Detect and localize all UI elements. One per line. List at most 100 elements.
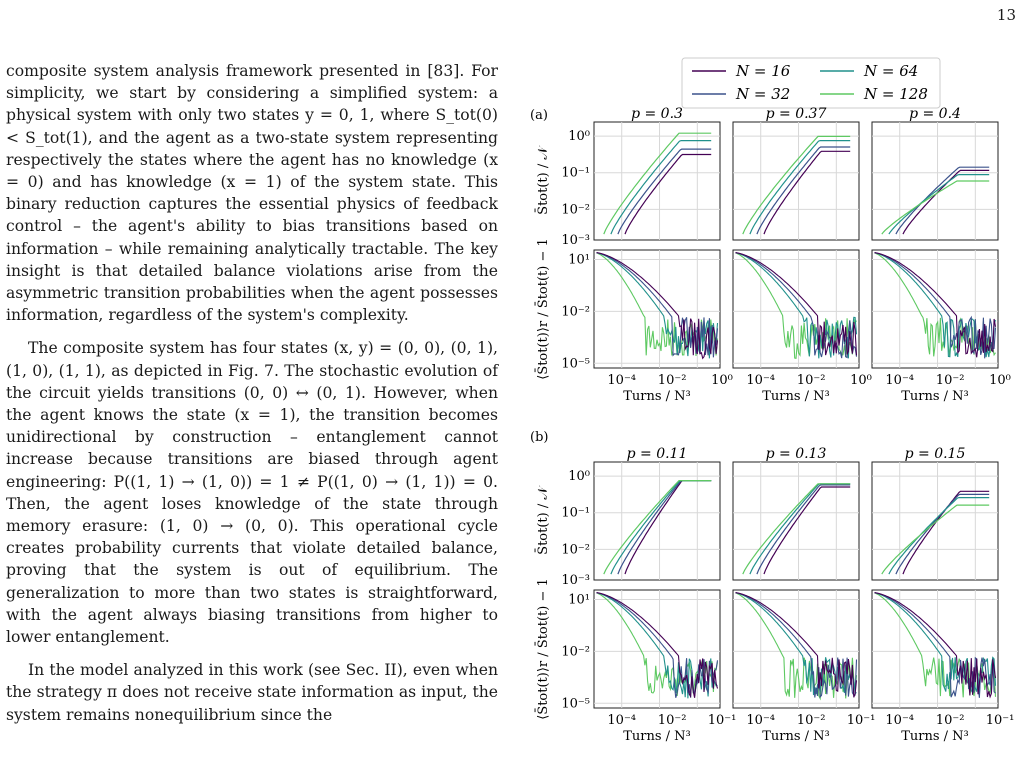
y-axis-label-bottom: ⟨S̄tot(t)⟩r / S̄tot(t) − 1: [535, 578, 551, 720]
y-tick-label-top: 10⁻²: [561, 542, 590, 557]
series-line-bottom: [874, 592, 997, 698]
series-line-bottom: [874, 592, 997, 695]
series-line-top: [888, 174, 990, 235]
series-line-bottom: [596, 252, 719, 358]
series-line-bottom: [735, 252, 858, 359]
y-tick-label-bottom: 10⁻⁵: [561, 696, 590, 711]
series-line-top: [742, 483, 851, 575]
series-line-top: [888, 497, 990, 575]
figure-svg: N = 16 N = 32 N = 64 N = 128 (a) (b) p =…: [530, 57, 1015, 744]
series-line-top: [881, 504, 990, 575]
x-tick-label: 10⁻²: [936, 713, 965, 728]
subplot-title: p = 0.15: [905, 446, 966, 462]
series-line-top: [742, 135, 851, 235]
x-axis-label: Turns / N³: [901, 729, 969, 744]
series-line-bottom: [735, 592, 858, 698]
series-line-top: [624, 153, 712, 235]
y-tick-label-bottom: 10⁻²: [561, 304, 590, 319]
subplot-bottom-frame: [732, 249, 860, 369]
x-tick-label: 10⁻²: [658, 373, 687, 388]
subplot-top-frame: [593, 461, 721, 581]
series-line-top: [895, 166, 990, 235]
series-line-top: [902, 490, 990, 575]
series-line-bottom: [874, 252, 997, 358]
subplot-bottom-frame: [871, 249, 999, 369]
subplot-top-frame: [593, 121, 721, 241]
series-line-top: [610, 480, 712, 575]
y-tick-label-top: 10⁻¹: [561, 506, 590, 521]
legend-label-n128: N = 128: [863, 85, 928, 103]
series-line-bottom: [874, 592, 997, 699]
y-axis-label-top: S̄tot(t) / 𝒩: [535, 145, 551, 215]
panel-a-label: (a): [530, 108, 548, 123]
series-line-top: [763, 486, 851, 575]
series-line-bottom: [596, 592, 719, 698]
text-column: composite system analysis framework pres…: [6, 60, 498, 726]
y-tick-label-top: 10⁻¹: [561, 166, 590, 181]
figure-7: N = 16 N = 32 N = 64 N = 128 (a) (b) p =…: [520, 50, 1028, 775]
x-tick-label: 10⁻⁴: [607, 373, 636, 388]
subplot-title: p = 0.4: [909, 106, 961, 122]
x-axis-label: Turns / N³: [762, 389, 830, 404]
y-tick-label-bottom: 10⁻²: [561, 644, 590, 659]
subplot-top-frame: [871, 121, 999, 241]
series-line-top: [749, 140, 851, 235]
series-line-top: [902, 169, 990, 235]
subplot-title: p = 0.3: [631, 106, 683, 122]
y-tick-label-top: 10⁰: [568, 129, 590, 144]
series-line-bottom: [735, 252, 857, 359]
series-line-top: [610, 140, 712, 235]
subplot-bottom-frame: [871, 589, 999, 709]
x-tick-label: 10⁻¹: [847, 713, 876, 728]
subplot-title: p = 0.13: [766, 446, 827, 462]
y-axis-label-bottom: ⟨S̄tot(t)⟩r / S̄tot(t) − 1: [535, 238, 551, 380]
series-line-bottom: [735, 592, 858, 699]
x-tick-label: 10⁰: [989, 373, 1011, 388]
subplot-bottom-frame: [593, 589, 721, 709]
subplot-title: p = 0.11: [627, 446, 688, 462]
subplot-bottom-frame: [732, 589, 860, 709]
subplot-top-frame: [871, 461, 999, 581]
subplot-title: p = 0.37: [766, 106, 827, 122]
x-tick-label: 10⁻⁴: [885, 373, 914, 388]
x-tick-label: 10⁻²: [797, 713, 826, 728]
paragraph-3: In the model analyzed in this work (see …: [6, 661, 498, 724]
y-axis-label-top: S̄tot(t) / 𝒩: [535, 485, 551, 555]
y-tick-label-bottom: 10⁻⁵: [561, 356, 590, 371]
series-line-bottom: [735, 252, 858, 359]
series-line-bottom: [596, 592, 719, 698]
series-line-top: [756, 146, 851, 235]
subplot-top-frame: [732, 461, 860, 581]
y-tick-label-top: 10⁻³: [561, 573, 590, 588]
x-axis-label: Turns / N³: [762, 729, 830, 744]
subplot-bottom-frame: [593, 249, 721, 369]
series-line-top: [756, 484, 851, 575]
x-tick-label: 10⁻⁴: [885, 713, 914, 728]
x-axis-label: Turns / N³: [623, 729, 691, 744]
x-tick-label: 10⁰: [711, 373, 733, 388]
series-line-top: [617, 148, 712, 235]
subplot-top-frame: [732, 121, 860, 241]
series-line-top: [749, 483, 851, 575]
x-axis-label: Turns / N³: [901, 389, 969, 404]
y-tick-label-top: 10⁻³: [561, 233, 590, 248]
y-tick-label-bottom: 10¹: [568, 592, 590, 607]
y-tick-label-top: 10⁻²: [561, 202, 590, 217]
x-tick-label: 10⁻⁴: [607, 713, 636, 728]
x-tick-label: 10⁻⁴: [746, 373, 775, 388]
legend-label-n64: N = 64: [863, 62, 918, 80]
paragraph-2: The composite system has four states (x,…: [6, 339, 498, 647]
x-axis-label: Turns / N³: [623, 389, 691, 404]
x-tick-label: 10⁻²: [936, 373, 965, 388]
series-line-top: [881, 180, 990, 235]
series-line-bottom: [874, 592, 996, 698]
legend: N = 16 N = 32 N = 64 N = 128: [681, 57, 941, 109]
legend-label-n32: N = 32: [735, 85, 790, 103]
series-line-top: [603, 480, 712, 575]
plot-grid: p = 0.3 10⁻⁴ 10⁻² 10⁰ Turns / N³ p = 0.37 10⁻⁴…: [535, 106, 1015, 744]
y-tick-label-bottom: 10¹: [568, 252, 590, 267]
paragraph-1: composite system analysis framework pres…: [6, 62, 498, 325]
series-line-top: [603, 132, 712, 235]
page-number: 13: [996, 6, 1016, 24]
legend-label-n16: N = 16: [735, 62, 791, 80]
